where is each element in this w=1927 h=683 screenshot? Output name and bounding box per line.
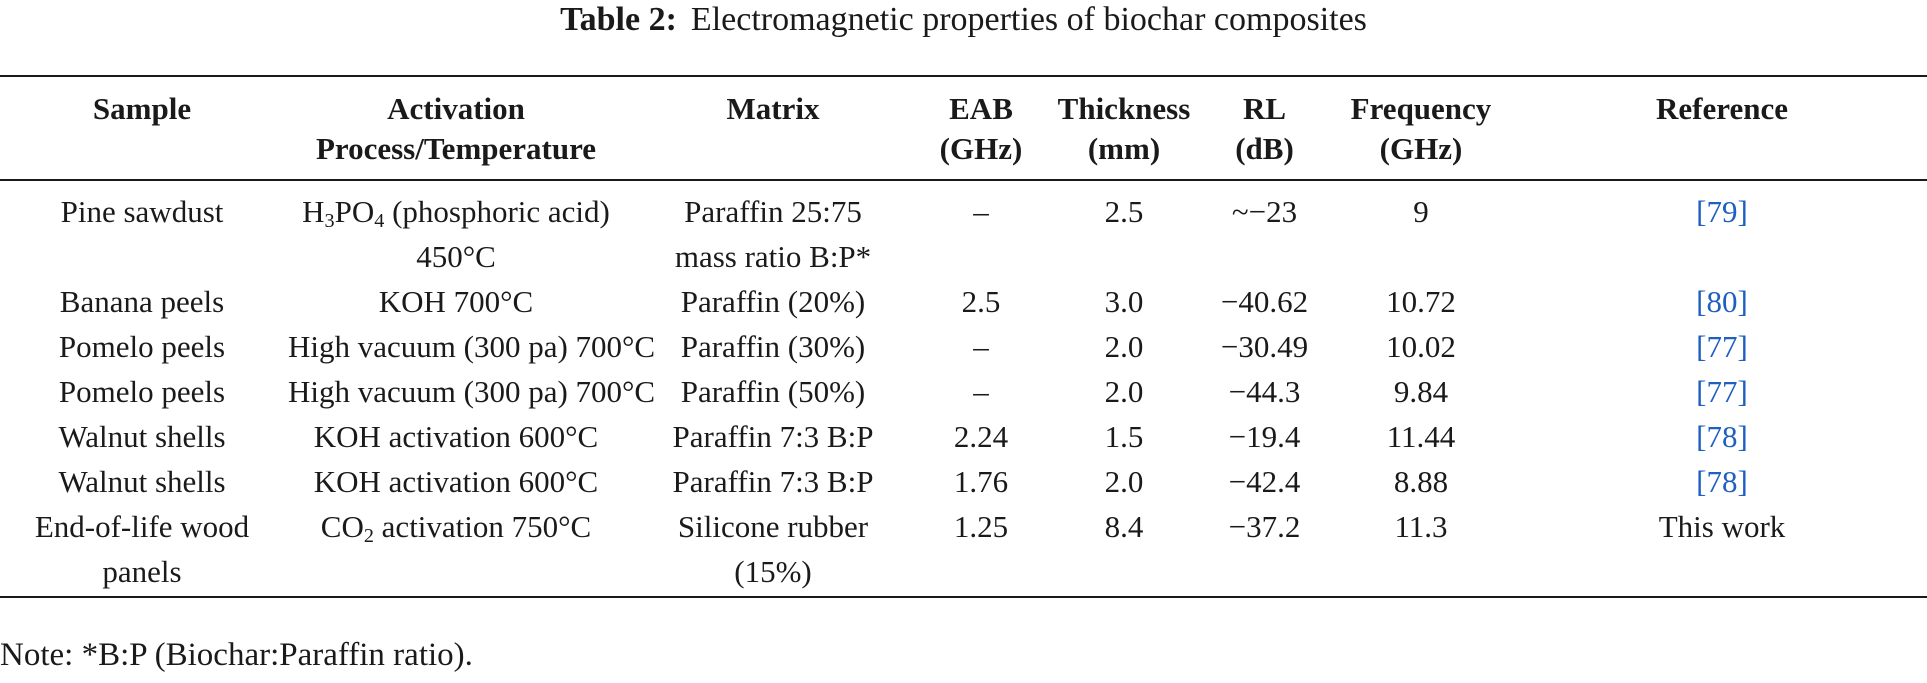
cell-thickness: 3.0 — [1104, 284, 1144, 319]
cell-rl: ~−23 — [1231, 194, 1298, 229]
cell-matrix: Paraffin (30%) — [680, 329, 866, 364]
biochar-properties-table: Sample Activation Process/Temperature Mat… — [0, 75, 1927, 598]
cell-sample: Pomelo peels — [58, 329, 226, 364]
cell-activation: H3PO4 (phosphoric acid) 450°C — [302, 194, 610, 274]
cell-rl: −19.4 — [1228, 419, 1301, 454]
table-row: Pine sawdust H3PO4 (phosphoric acid) 450°… — [0, 180, 1927, 279]
header-thickness: Thickness (mm) — [1044, 75, 1204, 181]
cell-eab: – — [973, 329, 989, 364]
cell-reference-link[interactable]: [77] — [1696, 329, 1748, 364]
cell-frequency: 10.02 — [1386, 329, 1456, 364]
cell-matrix: Paraffin (50%) — [680, 374, 866, 409]
cell-activation: KOH activation 600°C — [313, 419, 599, 454]
cell-rl: −37.2 — [1204, 504, 1325, 598]
cell-matrix: Paraffin 7:3 B:P — [672, 464, 874, 499]
cell-sample: Walnut shells — [58, 419, 226, 454]
header-reference: Reference — [1517, 75, 1927, 181]
cell-reference-link[interactable]: [79] — [1696, 194, 1748, 229]
cell-reference-link[interactable]: [77] — [1696, 374, 1748, 409]
cell-thickness: 2.0 — [1104, 329, 1144, 364]
cell-frequency: 11.3 — [1325, 504, 1517, 598]
cell-activation: KOH 700°C — [378, 284, 534, 319]
cell-thickness: 2.5 — [1104, 194, 1144, 229]
cell-reference-link[interactable]: [78] — [1696, 464, 1748, 499]
cell-frequency: 10.72 — [1386, 284, 1456, 319]
cell-rl: −44.3 — [1228, 374, 1301, 409]
cell-reference-link[interactable]: [78] — [1696, 419, 1748, 454]
cell-frequency: 11.44 — [1386, 419, 1456, 454]
cell-activation: High vacuum (300 pa) 700°C — [288, 374, 656, 409]
cell-thickness: 1.5 — [1104, 419, 1144, 454]
header-matrix: Matrix — [628, 75, 918, 181]
cell-eab: 2.5 — [961, 284, 1001, 319]
table-note: Note: *B:P (Biochar:Paraffin ratio). — [0, 637, 473, 673]
cell-eab: 1.25 — [918, 504, 1044, 598]
cell-matrix: Paraffin (20%) — [680, 284, 866, 319]
cell-frequency: 9 — [1413, 194, 1429, 229]
cell-rl: −42.4 — [1228, 464, 1301, 499]
cell-sample: Pine sawdust — [60, 194, 224, 229]
header-frequency: Frequency (GHz) — [1325, 75, 1517, 181]
cell-rl: −40.62 — [1220, 284, 1309, 319]
table-row: Walnut shells KOH activation 600°C Paraf… — [0, 459, 1927, 504]
cell-frequency: 8.88 — [1393, 464, 1449, 499]
cell-sample: Pomelo peels — [58, 374, 226, 409]
cell-thickness: 8.4 — [1044, 504, 1204, 598]
cell-eab: 1.76 — [953, 464, 1009, 499]
cell-sample: End-of-life wood panels — [0, 504, 284, 598]
table-row: Walnut shells KOH activation 600°C Paraf… — [0, 414, 1927, 459]
table-row: Pomelo peels High vacuum (300 pa) 700°C … — [0, 369, 1927, 414]
table-header-row: Sample Activation Process/Temperature Mat… — [0, 75, 1927, 181]
cell-thickness: 2.0 — [1104, 464, 1144, 499]
table-caption: Table 2: Electromagnetic properties of bi… — [0, 0, 1927, 40]
cell-reference-link[interactable]: [80] — [1696, 284, 1748, 319]
table-row: Pomelo peels High vacuum (300 pa) 700°C … — [0, 324, 1927, 369]
cell-rl: −30.49 — [1220, 329, 1309, 364]
cell-sample: Banana peels — [59, 284, 225, 319]
cell-activation: High vacuum (300 pa) 700°C — [288, 329, 656, 364]
header-eab: EAB (GHz) — [918, 75, 1044, 181]
cell-activation: CO2 activation 750°C — [284, 504, 628, 598]
cell-eab: – — [973, 374, 989, 409]
table-caption-text: Electromagnetic properties of biochar co… — [690, 1, 1367, 38]
cell-frequency: 9.84 — [1393, 374, 1449, 409]
header-rl: RL (dB) — [1204, 75, 1325, 181]
cell-matrix: Paraffin 25:75 mass ratio B:P* — [674, 194, 872, 274]
cell-reference: This work — [1517, 504, 1927, 598]
cell-activation: KOH activation 600°C — [313, 464, 599, 499]
table-caption-label: Table 2: — [560, 1, 677, 38]
table-row: Banana peels KOH 700°C Paraffin (20%) 2.… — [0, 279, 1927, 324]
cell-eab: 2.24 — [953, 419, 1009, 454]
cell-eab: – — [973, 194, 989, 229]
cell-thickness: 2.0 — [1104, 374, 1144, 409]
header-activation: Activation Process/Temperature — [284, 75, 628, 181]
header-sample: Sample — [0, 75, 284, 181]
cell-sample: Walnut shells — [58, 464, 226, 499]
cell-matrix: Silicone rubber (15%) — [628, 504, 918, 598]
cell-matrix: Paraffin 7:3 B:P — [672, 419, 874, 454]
table-row: End-of-life wood panels CO2 activation 75… — [0, 504, 1927, 598]
